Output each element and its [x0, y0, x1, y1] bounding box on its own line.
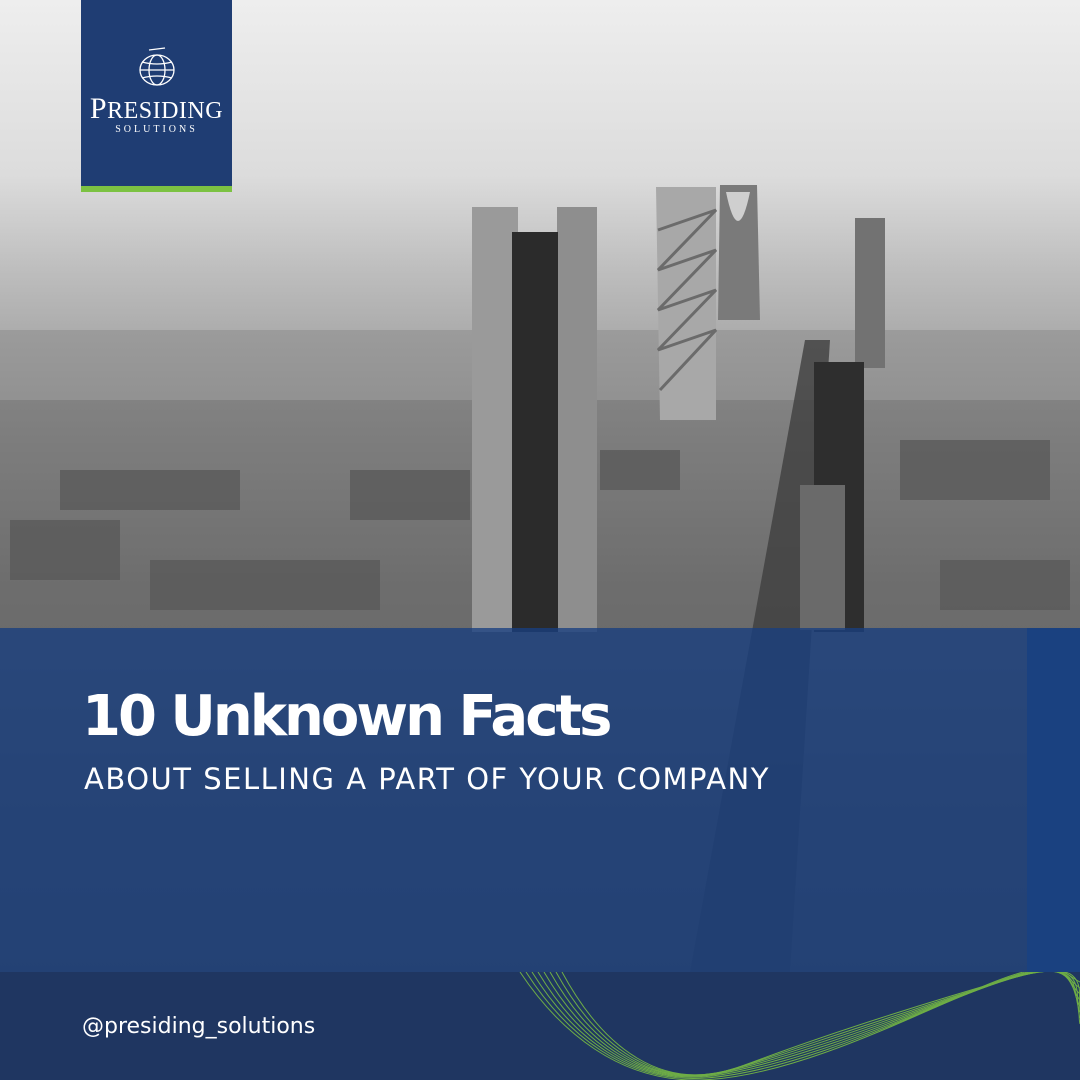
headline-panel [0, 628, 1027, 972]
headline-title: 10 Unknown Facts [82, 684, 613, 749]
brand-tagline: SOLUTIONS [115, 124, 198, 135]
wave-lines-icon [519, 972, 1080, 1080]
footer-bar: @presiding_solutions [0, 972, 1080, 1080]
brand-name: PRESIDING [81, 92, 232, 126]
brand-accent-bar [81, 186, 232, 192]
brand-name-rest: RESIDING [107, 98, 224, 124]
headline-subtitle: ABOUT SELLING A PART OF YOUR COMPANY [84, 762, 770, 796]
globe-wireframe-icon [139, 47, 175, 86]
social-handle: @presiding_solutions [82, 1014, 316, 1039]
headline-panel-edge [1027, 628, 1080, 972]
brand-name-initial: P [89, 92, 108, 125]
brand-logo: PRESIDING SOLUTIONS [81, 0, 232, 192]
